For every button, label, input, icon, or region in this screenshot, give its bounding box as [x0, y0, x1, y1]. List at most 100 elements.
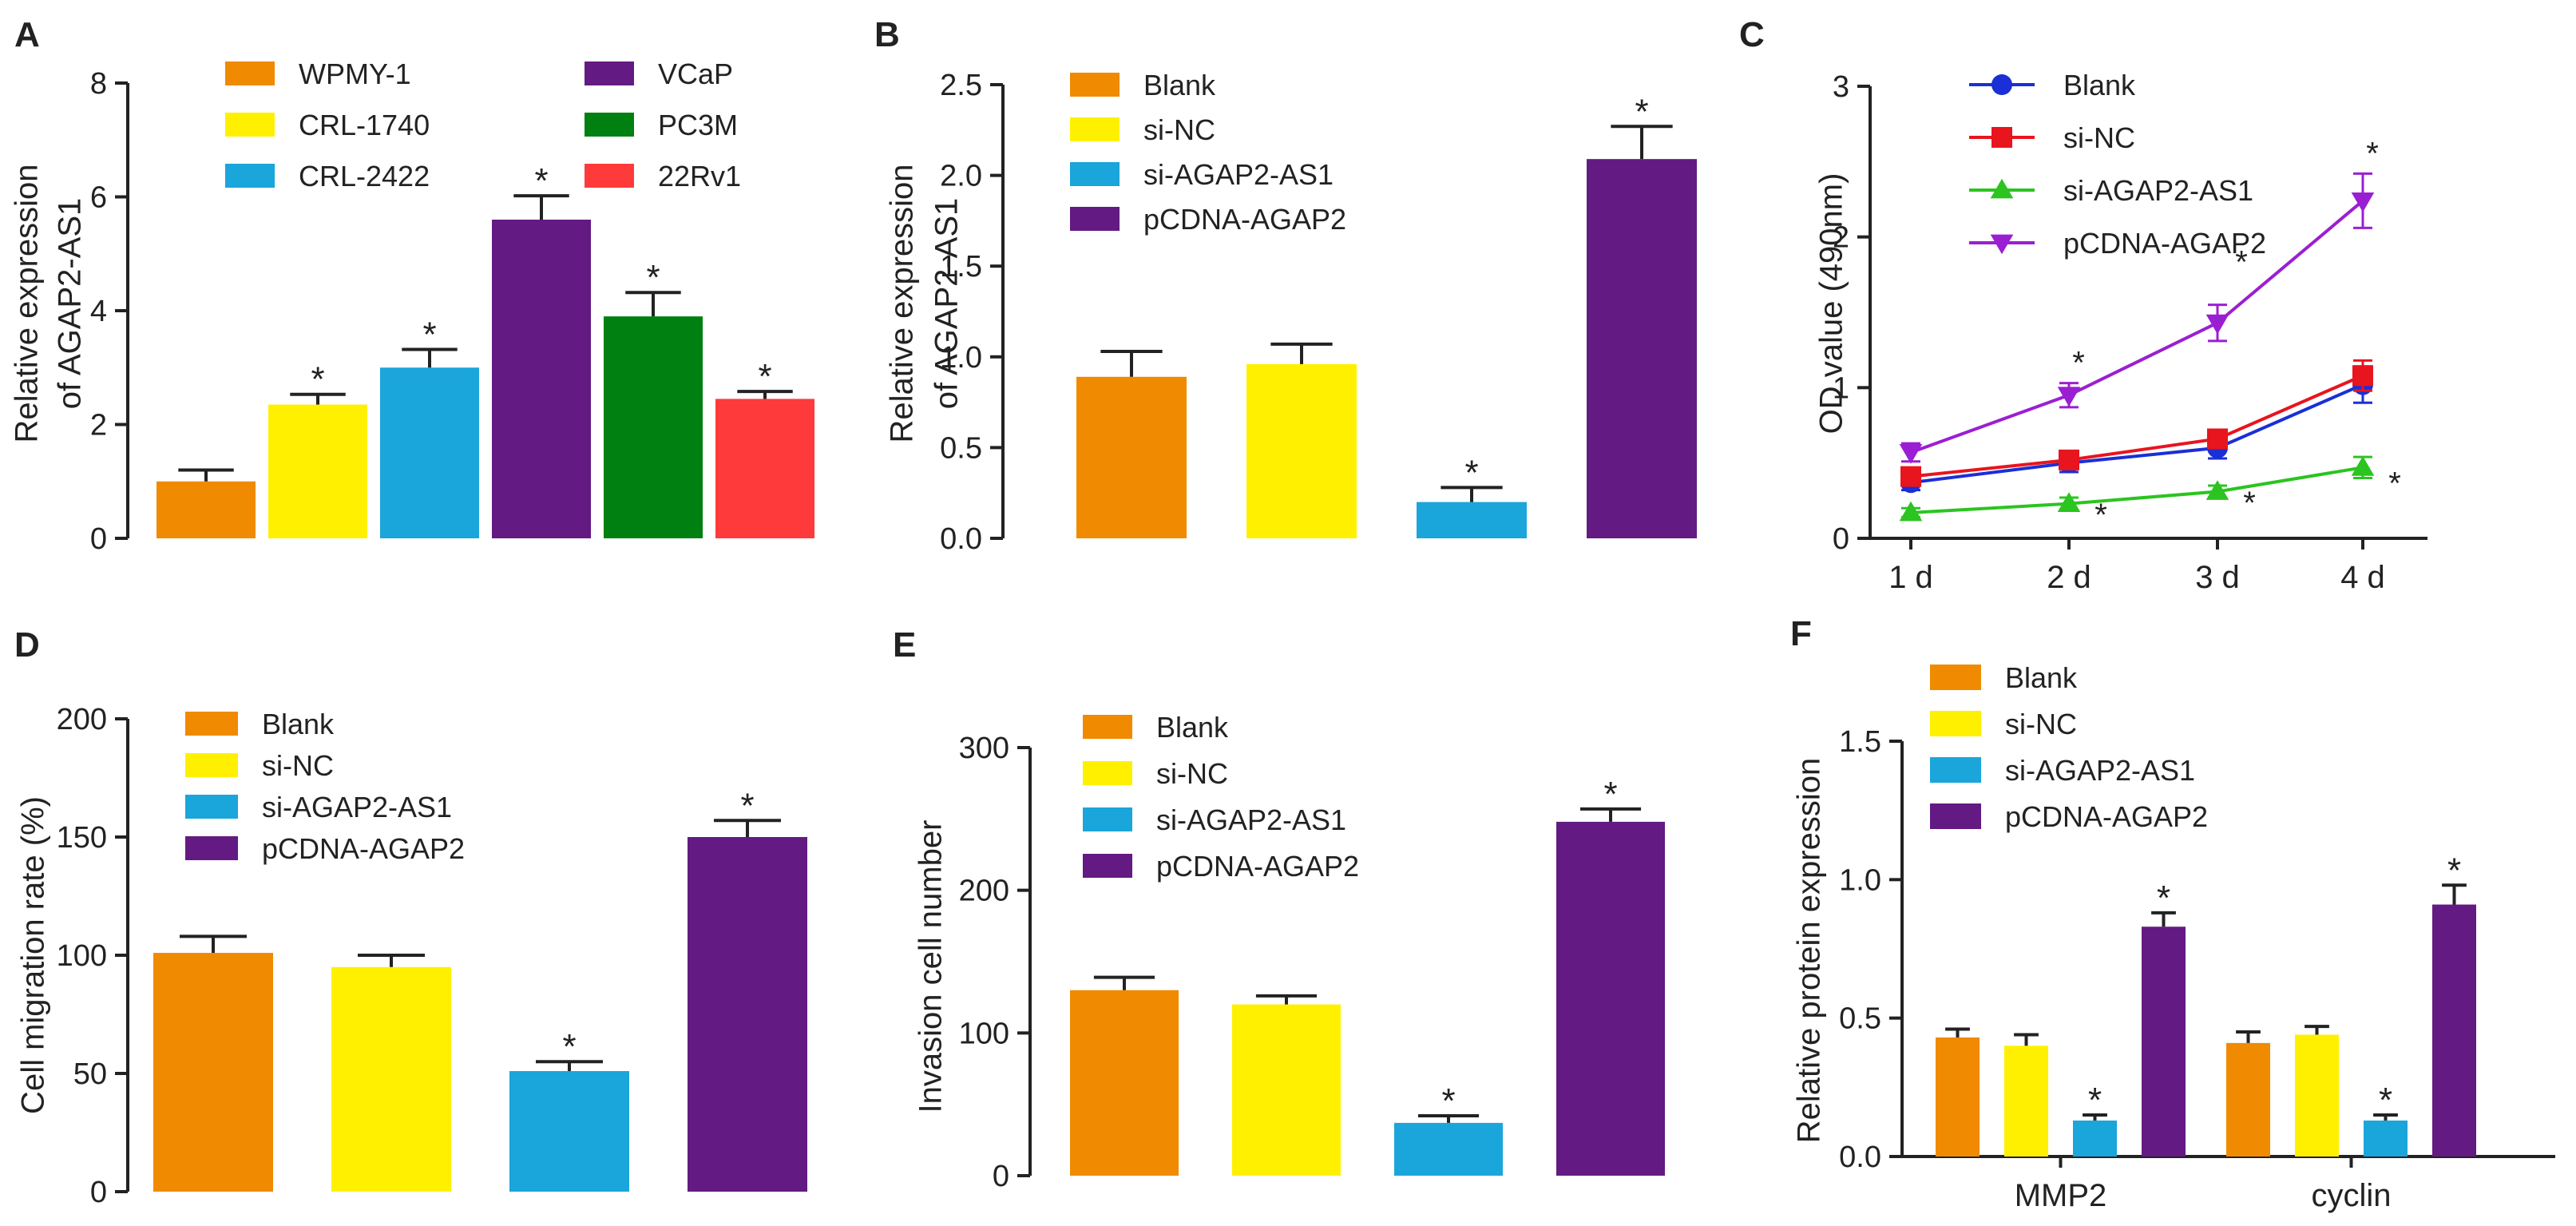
significance-asterisk: *: [2157, 879, 2170, 918]
bar-crl-2422: [380, 367, 479, 538]
bar-si-nc: [331, 966, 451, 1192]
legend-swatch: [1083, 761, 1132, 785]
legend-label: pCDNA-AGAP2: [2063, 227, 2266, 260]
bar-si-agap2-as1: [1394, 1122, 1503, 1176]
y-tick-label: 100: [959, 1017, 1009, 1050]
y-tick-label: 0.0: [1839, 1141, 1881, 1174]
legend-swatch: [585, 61, 634, 85]
bar-si-nc: [2004, 1045, 2048, 1157]
legend-label: si-AGAP2-AS1: [2063, 174, 2253, 207]
x-tick-label: 3 d: [2195, 560, 2240, 595]
legend-swatch: [1930, 757, 1981, 783]
legend-swatch: [1070, 207, 1120, 231]
legend-swatch: [185, 753, 238, 777]
significance-asterisk: *: [2243, 486, 2256, 521]
series-line-si-nc: [1910, 374, 2364, 478]
significance-asterisk: *: [2088, 1081, 2102, 1120]
bar-22rv1: [715, 399, 814, 538]
legend-label: si-NC: [1143, 113, 1215, 146]
y-tick-label: 0: [1833, 522, 1849, 556]
significance-asterisk: *: [1635, 92, 1648, 131]
panel-label: F: [1790, 614, 1812, 653]
significance-asterisk: *: [2379, 1081, 2392, 1120]
significance-asterisk: *: [2094, 498, 2107, 533]
y-tick-label: 1.5: [940, 250, 982, 284]
legend-label: WPMY-1: [299, 58, 411, 90]
x-tick-label: cyclin: [2311, 1178, 2391, 1213]
significance-asterisk: *: [422, 315, 436, 354]
significance-asterisk: *: [2235, 245, 2248, 280]
line-marker: [2059, 449, 2079, 470]
y-axis-label: of AGAP2-AS1: [929, 198, 965, 410]
line-marker: [1990, 178, 2014, 199]
significance-asterisk: *: [1441, 1081, 1455, 1121]
bar-vcap: [492, 220, 591, 538]
legend-label: VCaP: [658, 58, 733, 90]
legend-swatch: [225, 61, 275, 85]
x-tick-label: 4 d: [2340, 560, 2385, 595]
legend-label: CRL-1740: [299, 109, 430, 141]
y-axis-label: Invasion cell number: [913, 820, 949, 1113]
line-marker: [2205, 480, 2229, 500]
bar-crl-1740: [268, 404, 367, 538]
y-axis-label: Relative expression: [10, 164, 45, 442]
legend-label: Blank: [2005, 661, 2078, 694]
legend-label: Blank: [262, 708, 335, 740]
legend-swatch: [1930, 711, 1981, 736]
significance-asterisk: *: [1603, 775, 1617, 814]
y-tick-label: 4: [90, 295, 107, 328]
y-tick-label: 0: [90, 522, 107, 556]
panel-label: A: [14, 15, 40, 54]
legend-swatch: [585, 164, 634, 188]
bar-blank: [1936, 1037, 1980, 1157]
significance-asterisk: *: [740, 786, 754, 825]
legend-label: si-NC: [262, 749, 334, 782]
bar-si-nc: [1232, 1004, 1341, 1176]
y-axis-label: of AGAP2-AS1: [53, 198, 88, 410]
legend-label: Blank: [1156, 711, 1229, 744]
bar-pcdna-agap2: [688, 837, 807, 1192]
legend-label: CRL-2422: [299, 160, 430, 192]
significance-asterisk: *: [2072, 346, 2085, 381]
y-tick-label: 200: [57, 703, 107, 736]
line-marker: [2205, 314, 2229, 335]
y-tick-label: 3: [1833, 70, 1849, 104]
line-marker: [2351, 456, 2375, 476]
y-tick-label: 300: [959, 732, 1009, 765]
bar-pcdna-agap2: [1556, 821, 1665, 1176]
bar-blank: [153, 953, 273, 1192]
significance-asterisk: *: [311, 360, 324, 399]
legend-swatch: [1083, 807, 1132, 831]
significance-asterisk: *: [758, 357, 771, 396]
bar-si-nc: [1246, 363, 1357, 538]
legend-label: si-AGAP2-AS1: [2005, 754, 2195, 787]
y-tick-label: 2.0: [940, 160, 982, 193]
bar-wpmy-1: [157, 481, 256, 538]
y-tick-label: 0.0: [940, 522, 982, 556]
legend-label: 22Rv1: [658, 160, 741, 192]
line-marker: [1990, 234, 2014, 255]
legend-label: Blank: [1143, 69, 1216, 101]
significance-asterisk: *: [2447, 851, 2461, 890]
bar-si-agap2-as1: [1417, 502, 1527, 538]
y-axis-label: Relative protein expression: [1792, 758, 1827, 1143]
line-marker: [1991, 74, 2012, 95]
y-tick-label: 2: [1833, 221, 1849, 255]
panel-C: C 0 1 2 3 OD value (490nm) 1 d 2 d 3 d 4 d * * * * * * B…: [1739, 15, 2427, 595]
legend-swatch: [185, 795, 238, 819]
y-tick-label: 0: [993, 1160, 1009, 1193]
line-marker: [2352, 365, 2373, 387]
y-tick-label: 0.5: [1839, 1002, 1881, 1036]
panel-A: A 0 2 4 6 8 Relative expression of AGAP2-AS1 * * *…: [10, 15, 814, 556]
panel-label: D: [14, 625, 40, 665]
y-axis-label: Cell migration rate (%): [16, 796, 51, 1114]
significance-asterisk: *: [534, 161, 548, 200]
y-tick-label: 1.5: [1839, 725, 1881, 759]
line-marker: [1899, 444, 1923, 464]
y-tick-label: 1.0: [940, 341, 982, 375]
bar-pc3m: [604, 316, 703, 538]
legend-swatch: [1930, 803, 1981, 829]
significance-asterisk: *: [2388, 466, 2401, 502]
